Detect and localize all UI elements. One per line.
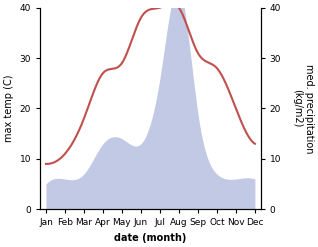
Y-axis label: max temp (C): max temp (C): [4, 75, 14, 142]
X-axis label: date (month): date (month): [114, 233, 187, 243]
Y-axis label: med. precipitation
(kg/m2): med. precipitation (kg/m2): [292, 64, 314, 153]
